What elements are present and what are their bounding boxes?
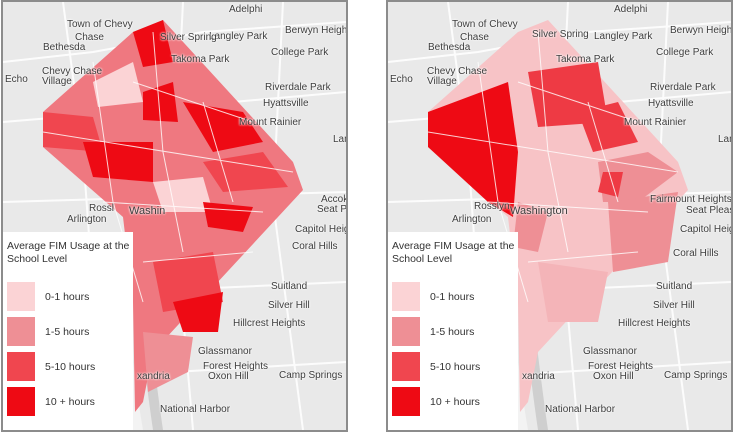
place-mount-rainier: Mount Rainier bbox=[624, 117, 687, 128]
place-seat-pleasant: Seat Pleasa bbox=[686, 205, 731, 216]
legend-label: 0-1 hours bbox=[430, 291, 475, 303]
legend-label: 0-1 hours bbox=[45, 291, 90, 303]
place-riverdale-park: Riverdale Park bbox=[265, 82, 331, 93]
legend-item-0-1-hours: 0-1 hours bbox=[7, 282, 133, 311]
place-forest-heights: Forest Heights bbox=[203, 361, 269, 372]
place-coral-hills: Coral Hills bbox=[292, 241, 338, 252]
place-langley-park: Langley Park bbox=[594, 31, 653, 42]
place-bethesda: Bethesda bbox=[428, 42, 471, 53]
place-alexandria: xandria bbox=[137, 371, 170, 382]
legend-label: 5-10 hours bbox=[430, 361, 481, 373]
place-silver-hill: Silver Hill bbox=[653, 300, 695, 311]
legend-item-0-1-hours: 0-1 hours bbox=[392, 282, 518, 311]
legend-item-1-5-hours: 1-5 hours bbox=[392, 317, 518, 346]
place-oxon-hill: Oxon Hill bbox=[593, 371, 634, 382]
place-takoma-park: Takoma Park bbox=[556, 54, 615, 65]
place-arlington: Arlington bbox=[452, 214, 492, 225]
place-chevy-chase-village: Chevy Chase Village bbox=[427, 66, 488, 87]
place-langley-park: Langley Park bbox=[209, 31, 268, 42]
place-rossl: Rossl bbox=[89, 203, 115, 214]
legend-swatch bbox=[392, 387, 420, 416]
legend-item-5-10-hours: 5-10 hours bbox=[7, 352, 133, 381]
legend-swatch bbox=[7, 352, 35, 381]
legend-swatch bbox=[392, 317, 420, 346]
legend-swatch bbox=[7, 387, 35, 416]
place-college-park: College Park bbox=[656, 47, 714, 58]
map-panel-left[interactable]: Town of Chevy Chase Adelphi Berwyn Heigh… bbox=[1, 0, 348, 432]
legend-label: 10 + hours bbox=[45, 396, 95, 408]
place-town-of-chevy: Town of Chevy bbox=[67, 19, 133, 30]
place-silver-hill: Silver Hill bbox=[268, 300, 310, 311]
place-forest-heights: Forest Heights bbox=[588, 361, 654, 372]
map-panel-right[interactable]: Town of Chevy Chase Adelphi Berwyn Heigh… bbox=[386, 0, 733, 432]
place-capitol-heights: Capitol Heights bbox=[295, 224, 346, 235]
place-echo: Echo bbox=[5, 74, 28, 85]
place-alexandria: xandria bbox=[522, 371, 555, 382]
place-hyattsville: Hyattsville bbox=[263, 98, 309, 109]
place-coral-hills: Coral Hills bbox=[673, 248, 719, 259]
place-accokeek: Accokeek Height bbox=[321, 194, 348, 205]
place-national-harbor: National Harbor bbox=[160, 404, 231, 415]
legend-label: 10 + hours bbox=[430, 396, 480, 408]
place-bethesda: Bethesda bbox=[43, 42, 86, 53]
place-hyattsville: Hyattsville bbox=[648, 98, 694, 109]
place-silver-spring: Silver Spring bbox=[532, 29, 589, 40]
legend-title: Average FIM Usage at the School Level bbox=[7, 240, 130, 265]
legend-item-5-10-hours: 5-10 hours bbox=[392, 352, 518, 381]
legend-label: 1-5 hours bbox=[45, 326, 90, 338]
place-berwyn-heights: Berwyn Heights bbox=[670, 25, 733, 36]
legend-swatch bbox=[392, 352, 420, 381]
place-suitland: Suitland bbox=[656, 281, 693, 292]
place-national-harbor: National Harbor bbox=[545, 404, 616, 415]
map-legend-right: Average FIM Usage at the School Level 0-… bbox=[388, 232, 518, 430]
place-adelphi: Adelphi bbox=[614, 4, 648, 15]
place-chase: Chase bbox=[75, 32, 104, 43]
place-college-park: College Park bbox=[271, 47, 329, 58]
place-glassmanor: Glassmanor bbox=[198, 346, 252, 357]
legend-item-10-plus-hours: 10 + hours bbox=[7, 387, 133, 416]
place-glassmanor: Glassmanor bbox=[583, 346, 637, 357]
place-chase: Chase bbox=[460, 32, 489, 43]
place-echo: Echo bbox=[390, 74, 413, 85]
place-chevy-chase-village: Chevy Chase Village bbox=[42, 66, 103, 87]
legend-label: 1-5 hours bbox=[430, 326, 475, 338]
place-capitol-heights: Capitol Heights bbox=[680, 224, 731, 235]
place-town-of-chevy: Town of Chevy bbox=[452, 19, 518, 30]
place-mount-rainier: Mount Rainier bbox=[239, 117, 302, 128]
place-berwyn-heights: Berwyn Heights bbox=[285, 25, 348, 36]
map-canvas-right[interactable] bbox=[388, 2, 731, 430]
place-silver-spring: Silver Spring bbox=[160, 32, 217, 43]
place-fairmount-heights: Fairmount Heights bbox=[650, 194, 732, 205]
place-takoma-park: Takoma Park bbox=[171, 54, 230, 65]
legend-item-10-plus-hours: 10 + hours bbox=[392, 387, 518, 416]
legend-item-1-5-hours: 1-5 hours bbox=[7, 317, 133, 346]
place-riverdale-park: Riverdale Park bbox=[650, 82, 716, 93]
legend-swatch bbox=[7, 282, 35, 311]
legend-swatch bbox=[392, 282, 420, 311]
place-hillcrest-heights: Hillcrest Heights bbox=[233, 318, 306, 329]
place-camp-springs: Camp Springs bbox=[664, 370, 728, 381]
map-legend-left: Average FIM Usage at the School Level 0-… bbox=[3, 232, 133, 430]
place-suitland: Suitland bbox=[271, 281, 308, 292]
place-arlington: Arlington bbox=[67, 214, 107, 225]
legend-swatch bbox=[7, 317, 35, 346]
place-land: Land bbox=[718, 134, 731, 145]
legend-title: Average FIM Usage at the School Level bbox=[392, 240, 515, 265]
place-camp-springs: Camp Springs bbox=[279, 370, 343, 381]
place-washington: Washington bbox=[510, 205, 568, 217]
place-washington: Washin bbox=[129, 205, 166, 217]
place-land: Land bbox=[333, 134, 346, 145]
place-hillcrest-heights: Hillcrest Heights bbox=[618, 318, 691, 329]
place-oxon-hill: Oxon Hill bbox=[208, 371, 249, 382]
place-rosslyn: Rosslyn bbox=[474, 201, 510, 212]
legend-label: 5-10 hours bbox=[45, 361, 96, 373]
place-adelphi: Adelphi bbox=[229, 4, 263, 15]
place-seat-pleasant: Seat Pleas bbox=[317, 204, 348, 215]
